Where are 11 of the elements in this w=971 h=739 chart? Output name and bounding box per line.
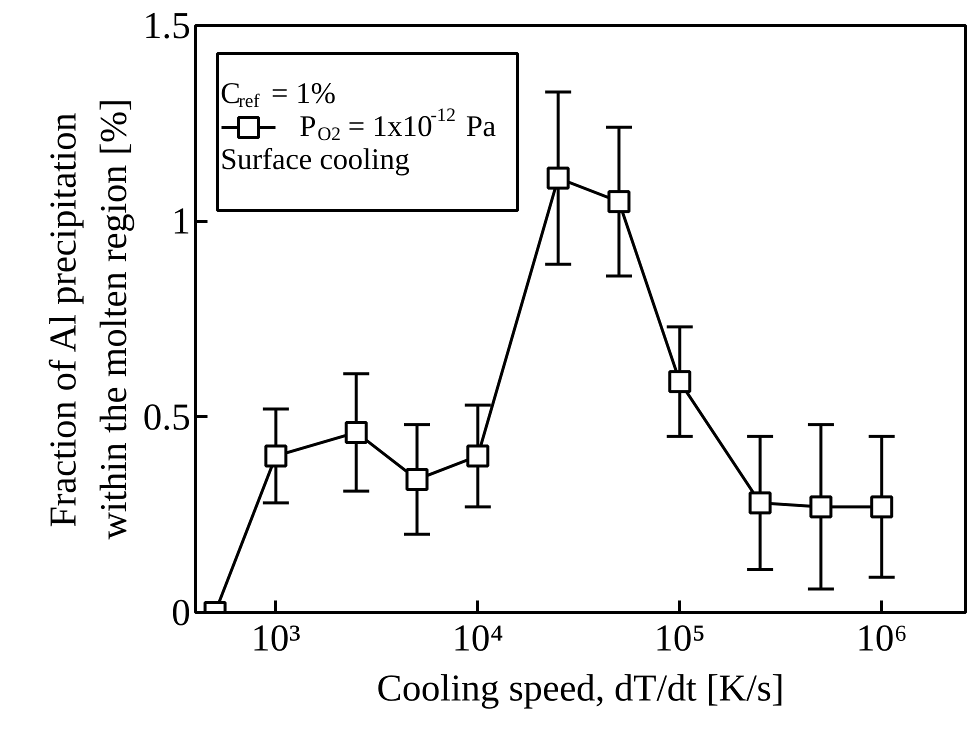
y-tick-label: 1.5 [143, 5, 190, 47]
annotation: Surface cooling [220, 143, 410, 176]
y-tick-label: 1 [172, 200, 190, 243]
x-axis-title: Cooling speed, dT/dt [K/s] [376, 668, 784, 710]
y-tick-label: 0.5 [143, 396, 190, 438]
y-tick-label: 0 [172, 592, 190, 634]
x-tick-label: 10⁴ [452, 618, 504, 660]
x-tick-label: 10⁵ [654, 618, 706, 660]
y-axis-title: Fraction of Al precipitation within the molten region [%] [42, 98, 135, 540]
x-tick-label: 10⁶ [856, 618, 908, 660]
x-tick-label: 10³ [251, 618, 301, 660]
